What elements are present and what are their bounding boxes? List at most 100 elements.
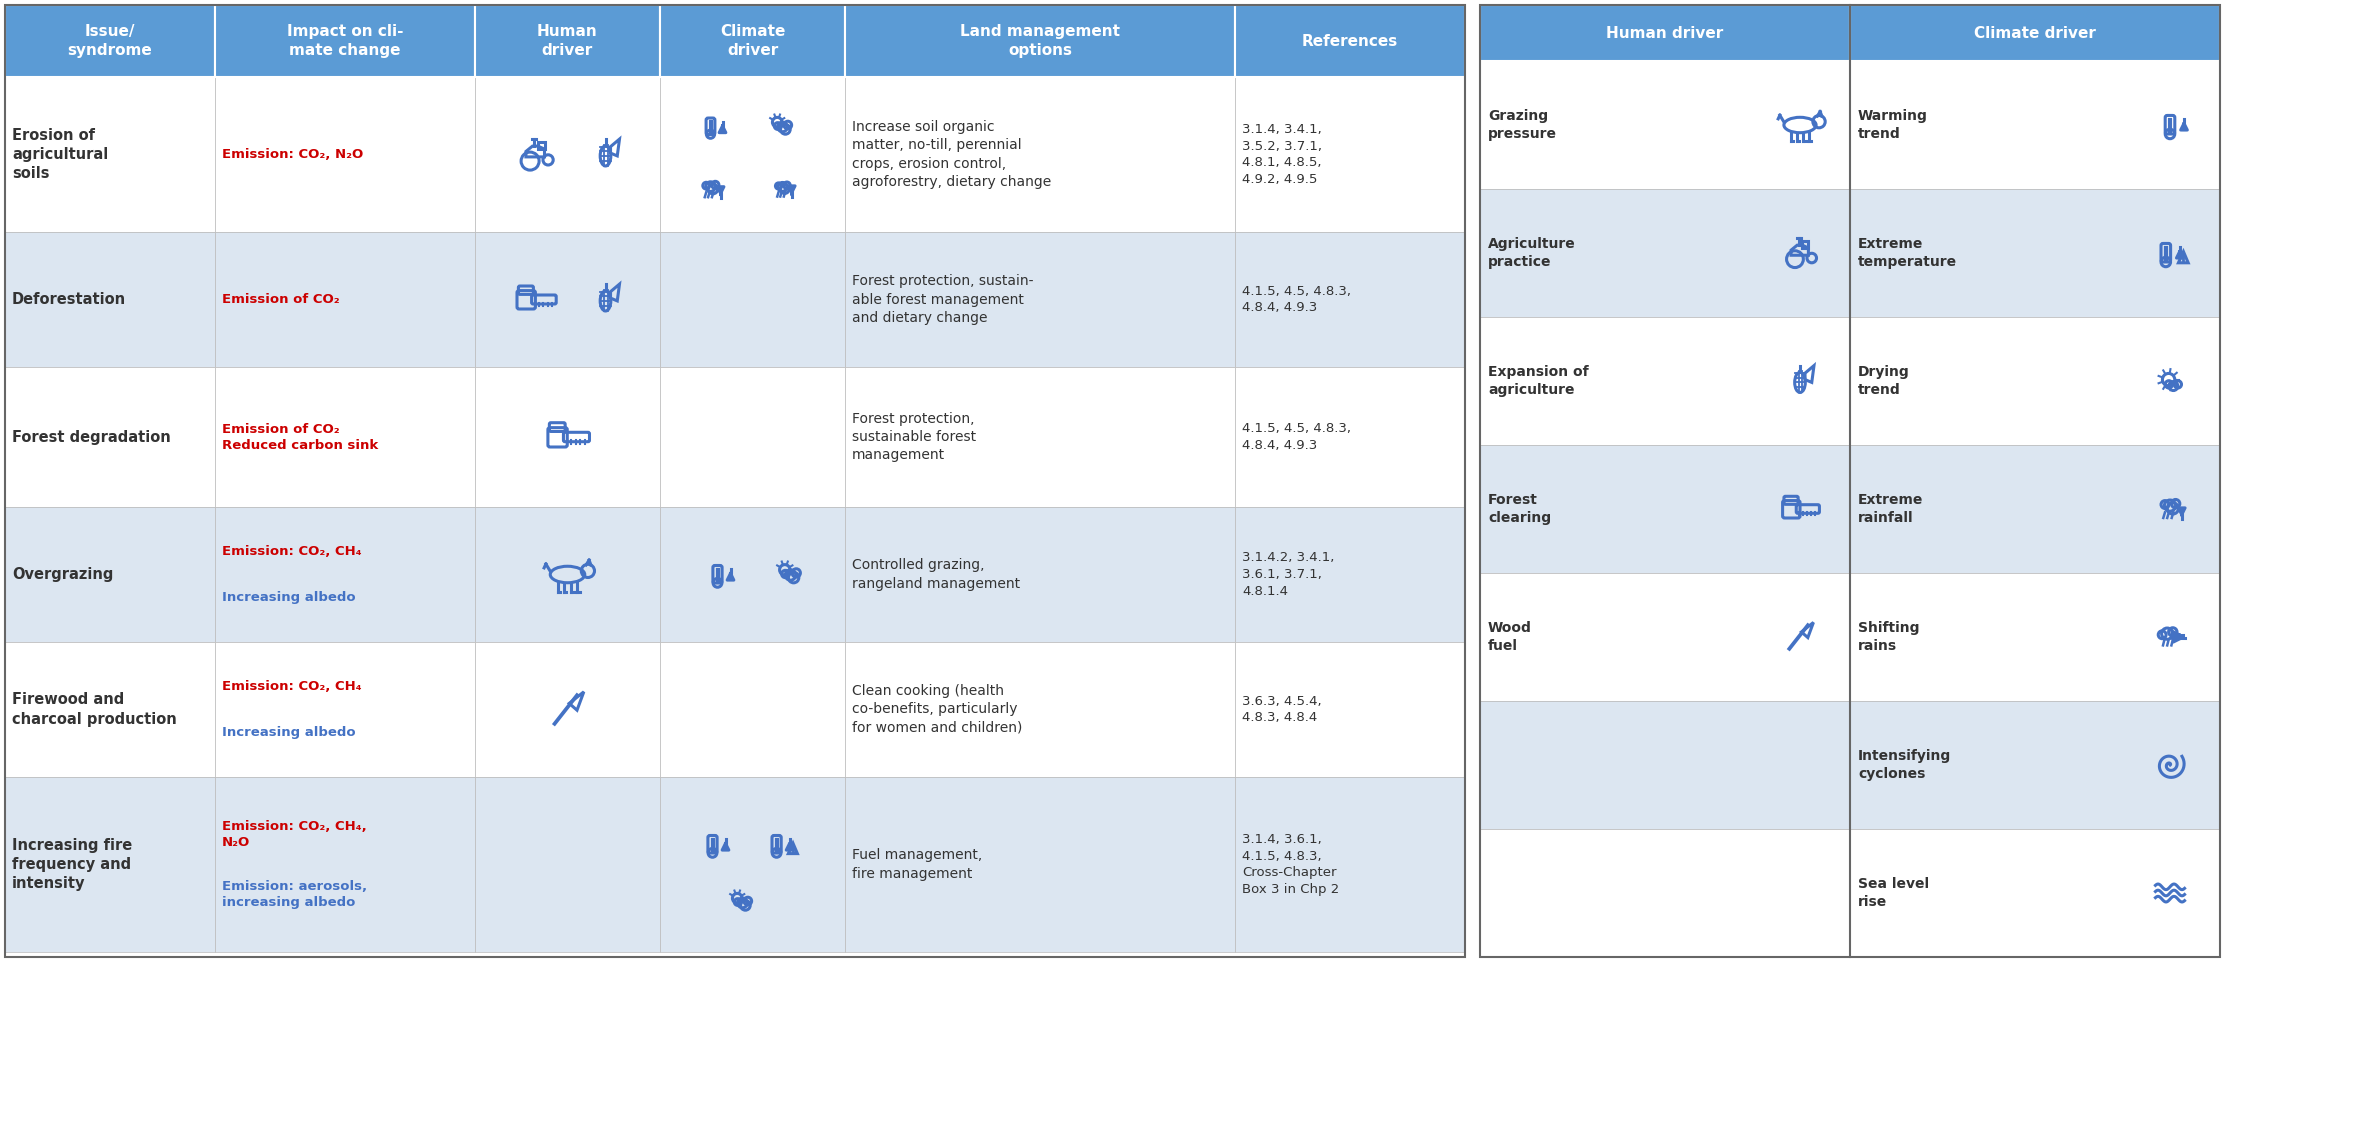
Bar	[1236, 642, 1464, 777]
Bar	[1236, 5, 1464, 77]
Text: Climate
driver: Climate driver	[719, 24, 785, 58]
Text: Firewood and
charcoal production: Firewood and charcoal production	[12, 692, 177, 726]
Bar	[844, 232, 1236, 366]
Text: Intensifying
cyclones: Intensifying cyclones	[1858, 749, 1952, 781]
Bar	[660, 366, 844, 508]
Bar	[1481, 5, 2219, 957]
Bar	[5, 5, 215, 77]
Bar	[844, 77, 1236, 232]
Text: Human
driver: Human driver	[538, 24, 599, 58]
Text: Issue/
syndrome: Issue/ syndrome	[68, 24, 153, 58]
Bar	[215, 642, 474, 777]
Text: Increase soil organic
matter, no-till, perennial
crops, erosion control,
agrofor: Increase soil organic matter, no-till, p…	[851, 121, 1052, 189]
Text: Agriculture
practice: Agriculture practice	[1488, 238, 1575, 269]
Text: Impact on cli-
mate change: Impact on cli- mate change	[288, 24, 403, 58]
Bar	[1851, 318, 2219, 445]
Text: Emission: aerosols,
increasing albedo: Emission: aerosols, increasing albedo	[222, 880, 368, 909]
Text: Drying
trend: Drying trend	[1858, 365, 1910, 397]
Text: Forest
clearing: Forest clearing	[1488, 494, 1552, 525]
Text: Climate driver: Climate driver	[1974, 25, 2096, 41]
Bar	[1236, 508, 1464, 642]
Text: Extreme
temperature: Extreme temperature	[1858, 238, 1957, 269]
Text: Fuel management,
fire management: Fuel management, fire management	[851, 849, 983, 881]
Bar	[215, 366, 474, 508]
Bar	[1236, 777, 1464, 953]
Bar	[660, 5, 844, 77]
Text: Overgrazing: Overgrazing	[12, 567, 113, 582]
Bar	[1481, 5, 1851, 61]
Bar	[5, 777, 215, 953]
Text: Sea level
rise: Sea level rise	[1858, 877, 1929, 908]
Bar	[474, 5, 660, 77]
Text: Shifting
rains: Shifting rains	[1858, 621, 1919, 653]
Bar	[660, 508, 844, 642]
Text: Warming
trend: Warming trend	[1858, 109, 1929, 141]
Bar	[1236, 366, 1464, 508]
Text: References: References	[1302, 33, 1398, 49]
Bar	[1236, 77, 1464, 232]
Text: Increasing albedo: Increasing albedo	[222, 591, 356, 604]
Text: Grazing
pressure: Grazing pressure	[1488, 109, 1556, 141]
Bar	[1851, 828, 2219, 957]
Text: Clean cooking (health
co-benefits, particularly
for women and children): Clean cooking (health co-benefits, parti…	[851, 684, 1023, 735]
Bar	[1481, 61, 1851, 189]
Bar	[1236, 232, 1464, 366]
Bar	[660, 77, 844, 232]
Text: Controlled grazing,
rangeland management: Controlled grazing, rangeland management	[851, 559, 1021, 591]
Text: Wood
fuel: Wood fuel	[1488, 621, 1533, 653]
Bar	[1481, 189, 1851, 318]
Text: Emission: CO₂, CH₄,
N₂O: Emission: CO₂, CH₄, N₂O	[222, 820, 368, 849]
Bar	[5, 232, 215, 366]
Text: Extreme
rainfall: Extreme rainfall	[1858, 494, 1924, 525]
Bar	[1481, 828, 1851, 957]
Text: 4.1.5, 4.5, 4.8.3,
4.8.4, 4.9.3: 4.1.5, 4.5, 4.8.3, 4.8.4, 4.9.3	[1243, 422, 1351, 452]
Text: Forest protection, sustain-
able forest management
and dietary change: Forest protection, sustain- able forest …	[851, 274, 1033, 324]
Text: 3.6.3, 4.5.4,
4.8.3, 4.8.4: 3.6.3, 4.5.4, 4.8.3, 4.8.4	[1243, 694, 1320, 725]
Bar	[5, 642, 215, 777]
Bar	[660, 232, 844, 366]
Bar	[1851, 61, 2219, 189]
Bar	[5, 366, 215, 508]
Bar	[474, 777, 660, 953]
Text: Forest degradation: Forest degradation	[12, 429, 170, 445]
Bar	[474, 232, 660, 366]
Text: 3.1.4, 3.6.1,
4.1.5, 4.8.3,
Cross-Chapter
Box 3 in Chp 2: 3.1.4, 3.6.1, 4.1.5, 4.8.3, Cross-Chapte…	[1243, 833, 1339, 897]
Bar	[844, 508, 1236, 642]
Text: Emission of CO₂
Reduced carbon sink: Emission of CO₂ Reduced carbon sink	[222, 422, 377, 452]
Bar	[660, 642, 844, 777]
Text: Deforestation: Deforestation	[12, 292, 125, 307]
Bar	[215, 777, 474, 953]
Bar	[5, 508, 215, 642]
Text: 4.1.5, 4.5, 4.8.3,
4.8.4, 4.9.3: 4.1.5, 4.5, 4.8.3, 4.8.4, 4.9.3	[1243, 284, 1351, 314]
Bar	[1851, 701, 2219, 828]
Bar	[844, 366, 1236, 508]
Text: 3.1.4.2, 3.4.1,
3.6.1, 3.7.1,
4.8.1.4: 3.1.4.2, 3.4.1, 3.6.1, 3.7.1, 4.8.1.4	[1243, 551, 1335, 597]
Text: Emission of CO₂: Emission of CO₂	[222, 292, 340, 306]
Text: 3.1.4, 3.4.1,
3.5.2, 3.7.1,
4.8.1, 4.8.5,
4.9.2, 4.9.5: 3.1.4, 3.4.1, 3.5.2, 3.7.1, 4.8.1, 4.8.5…	[1243, 123, 1323, 187]
Bar	[844, 642, 1236, 777]
Text: Increasing fire
frequency and
intensity: Increasing fire frequency and intensity	[12, 838, 132, 891]
Text: Increasing albedo: Increasing albedo	[222, 726, 356, 739]
Text: Erosion of
agricultural
soils: Erosion of agricultural soils	[12, 127, 108, 181]
Bar	[844, 777, 1236, 953]
Text: Expansion of
agriculture: Expansion of agriculture	[1488, 365, 1589, 397]
Bar	[474, 366, 660, 508]
Bar	[474, 77, 660, 232]
Bar	[1851, 574, 2219, 701]
Text: Emission: CO₂, N₂O: Emission: CO₂, N₂O	[222, 148, 363, 160]
Text: Land management
options: Land management options	[960, 24, 1120, 58]
Bar	[1481, 574, 1851, 701]
Bar	[474, 642, 660, 777]
Text: Forest protection,
sustainable forest
management: Forest protection, sustainable forest ma…	[851, 412, 976, 462]
Text: Human driver: Human driver	[1606, 25, 1724, 41]
Bar	[1851, 445, 2219, 574]
Bar	[1481, 701, 1851, 828]
Bar	[215, 508, 474, 642]
Bar	[215, 77, 474, 232]
Bar	[1481, 318, 1851, 445]
Bar	[1851, 5, 2219, 61]
Bar	[1851, 189, 2219, 318]
Bar	[1481, 445, 1851, 574]
Bar	[215, 232, 474, 366]
Text: Emission: CO₂, CH₄: Emission: CO₂, CH₄	[222, 681, 361, 693]
